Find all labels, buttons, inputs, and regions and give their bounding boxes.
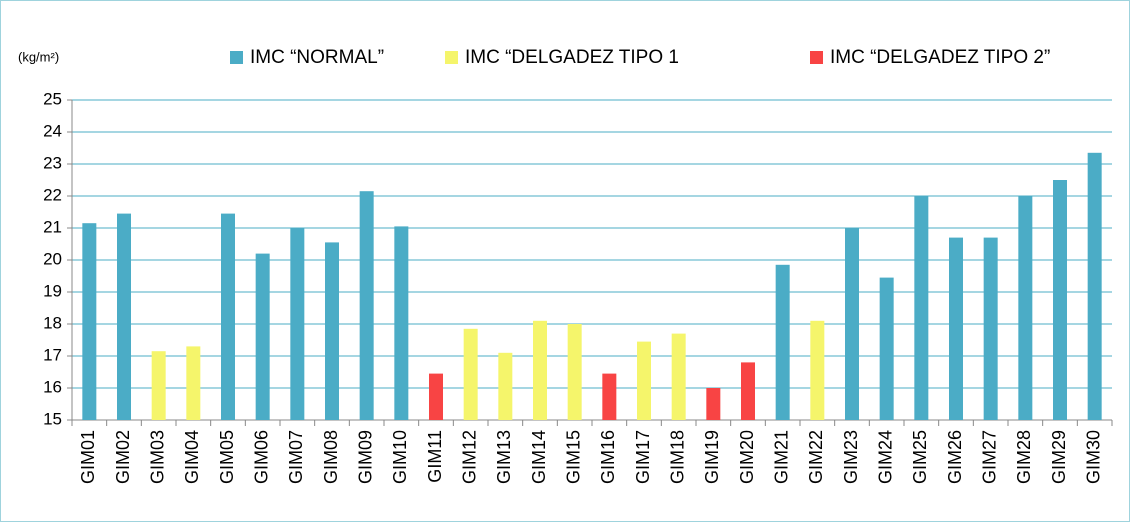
y-tick-label: 16 [43,377,62,396]
x-tick-label: GIM23 [841,430,861,484]
x-tick-label: GIM24 [875,430,895,484]
x-tick-label: GIM12 [459,430,479,484]
x-tick-label: GIM14 [529,430,549,484]
bar [82,223,97,420]
y-tick-label: 19 [43,281,62,300]
x-tick-label: GIM25 [910,430,930,484]
legend-label: IMC “DELGADEZ TIPO 1 [465,47,679,68]
bar [533,320,547,420]
bar [810,320,825,420]
bar [151,351,166,420]
bar [186,346,201,420]
bar [845,228,859,420]
x-tick-label: GIM30 [1083,430,1103,484]
bar [983,237,998,420]
bar [463,328,478,420]
x-tick-label: GIM28 [1014,430,1034,484]
bar [255,253,270,420]
legend-swatch [445,51,458,64]
bar [775,264,790,420]
x-tick-label: GIM06 [251,430,271,484]
bar [429,373,443,420]
bar [671,333,686,420]
y-tick-label: 21 [43,217,62,236]
x-tick-label: GIM07 [286,430,306,484]
bar [914,196,929,420]
x-tick-label: GIM03 [147,430,167,484]
bar [117,213,131,420]
x-tick-label: GIM09 [355,430,375,484]
bar [602,373,617,420]
x-tick-label: GIM27 [979,430,999,484]
x-tick-label: GIM01 [78,430,98,484]
y-tick-label: 17 [43,345,62,364]
bar [221,213,235,420]
x-tick-label: GIM20 [737,430,757,484]
x-tick-label: GIM15 [563,430,583,484]
bar [706,388,721,420]
bar [949,237,963,420]
x-tick-label: GIM29 [1049,430,1069,484]
x-tick-label: GIM04 [182,430,202,484]
x-tick-label: GIM11 [425,430,445,483]
legend-swatch [810,51,823,64]
x-tick-label: GIM26 [945,430,965,484]
bar [879,277,894,420]
bar [637,341,651,420]
y-tick-label: 22 [43,185,62,204]
x-tick-label: GIM22 [806,430,826,484]
x-tick-label: GIM08 [321,430,341,484]
bar [1053,180,1067,420]
legend-label: IMC “DELGADEZ TIPO 2” [830,47,1050,68]
x-tick-label: GIM05 [217,430,237,484]
bar [1018,196,1033,420]
x-tick-label: GIM02 [113,430,133,484]
y-tick-label: 25 [43,89,62,108]
legend-swatch [230,51,243,64]
bar [290,228,305,420]
y-tick-label: 24 [43,121,62,140]
y-tick-label: 20 [43,249,62,268]
x-tick-label: GIM21 [771,430,791,484]
bar [498,352,513,420]
x-tick-label: GIM10 [390,430,410,484]
y-tick-label: 18 [43,313,62,332]
y-axis-label: (kg/m²) [18,49,59,64]
x-tick-label: GIM16 [598,430,618,484]
bar [1087,152,1102,421]
bar [394,226,409,420]
x-tick-label: GIM13 [494,430,514,484]
bar [325,242,339,420]
x-tick-label: GIM17 [633,430,653,484]
bar [567,324,582,420]
bar [359,191,374,420]
y-tick-label: 23 [43,153,62,172]
x-tick-label: GIM18 [667,430,687,484]
legend-label: IMC “NORMAL” [250,47,384,68]
x-tick-label: GIM19 [702,430,722,484]
y-tick-label: 15 [43,409,62,428]
bar [741,362,755,420]
